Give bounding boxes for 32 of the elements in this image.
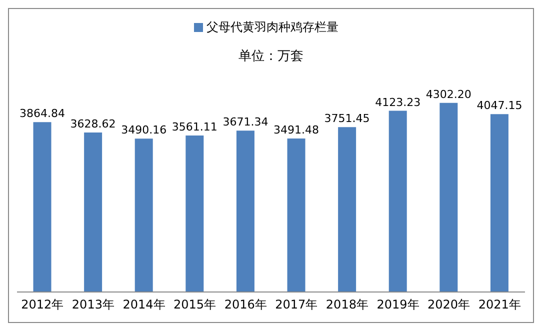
bar: [490, 114, 508, 292]
x-tick-label: 2017年: [275, 298, 318, 312]
bar: [84, 132, 102, 292]
data-label: 3561.11: [172, 120, 218, 134]
legend-label: 父母代黄羽肉种鸡存栏量: [206, 20, 338, 34]
bar: [236, 130, 254, 292]
bar: [388, 110, 407, 292]
data-label: 4123.23: [375, 96, 421, 109]
x-tick-label: 2021年: [478, 298, 521, 312]
x-tick-label: 2013年: [72, 298, 114, 312]
bar: [440, 102, 458, 292]
x-tick-label: 2019年: [376, 298, 420, 312]
data-label: 3751.45: [324, 112, 370, 126]
bar: [134, 138, 153, 292]
bar: [186, 135, 204, 292]
x-tick-label: 2015年: [174, 298, 216, 312]
bar: [287, 138, 306, 292]
data-label: 3628.62: [70, 118, 116, 131]
bar: [338, 127, 356, 292]
chart-subtitle: 单位：万套: [238, 48, 304, 65]
x-tick-label: 2014年: [122, 298, 166, 312]
data-label: 4302.20: [426, 88, 472, 101]
data-label: 4047.15: [476, 99, 522, 112]
bar: [33, 122, 52, 292]
data-label: 3490.16: [121, 124, 167, 137]
x-tick-label: 2012年: [21, 298, 64, 312]
x-tick-label: 2016年: [224, 298, 267, 312]
data-label: 3491.48: [274, 124, 320, 137]
data-label: 3671.34: [222, 116, 268, 129]
x-tick-label: 2018年: [326, 298, 368, 312]
x-tick-label: 2020年: [428, 298, 470, 312]
data-label: 3864.84: [20, 107, 66, 120]
